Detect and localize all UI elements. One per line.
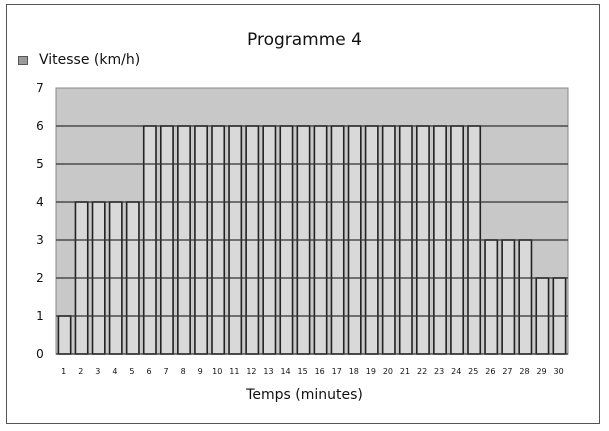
legend-label: Vitesse (km/h) (39, 52, 141, 68)
legend-swatch (18, 55, 28, 65)
x-tick-label-10: 10 (212, 367, 222, 376)
y-tick-label-1: 1 (36, 309, 44, 323)
bar-27 (501, 239, 516, 355)
x-tick-label-26: 26 (485, 367, 495, 376)
x-tick-label-2: 2 (78, 367, 83, 376)
y-tick-label-6: 6 (36, 119, 44, 133)
x-tick-label-8: 8 (181, 367, 186, 376)
y-tick-label-7: 7 (36, 81, 44, 95)
x-tick-label-11: 11 (229, 367, 239, 376)
x-tick-label-9: 9 (198, 367, 203, 376)
x-tick-label-25: 25 (468, 367, 478, 376)
x-tick-label-6: 6 (146, 367, 151, 376)
bar-28 (518, 239, 533, 355)
x-tick-label-16: 16 (315, 367, 325, 376)
x-tick-label-20: 20 (383, 367, 393, 376)
x-tick-label-29: 29 (536, 367, 546, 376)
x-tick-label-14: 14 (280, 367, 290, 376)
chart-legend: Vitesse (km/h) (18, 52, 140, 68)
x-tick-label-1: 1 (61, 367, 66, 376)
y-tick-label-3: 3 (36, 233, 44, 247)
x-tick-label-27: 27 (502, 367, 512, 376)
x-axis-label: Temps (minutes) (246, 387, 363, 403)
x-tick-label-3: 3 (95, 367, 100, 376)
y-tick-label-2: 2 (36, 271, 44, 285)
x-tick-label-12: 12 (246, 367, 256, 376)
x-tick-label-17: 17 (332, 367, 342, 376)
x-tick-label-4: 4 (112, 367, 117, 376)
x-tick-label-13: 13 (263, 367, 273, 376)
bar-1 (57, 315, 72, 355)
plot-area (55, 87, 569, 355)
bar-26 (484, 239, 499, 355)
x-tick-label-24: 24 (451, 367, 461, 376)
x-tick-label-28: 28 (519, 367, 529, 376)
y-tick-label-0: 0 (36, 347, 44, 361)
x-tick-label-23: 23 (434, 367, 444, 376)
y-tick-label-5: 5 (36, 157, 44, 171)
x-tick-label-15: 15 (298, 367, 308, 376)
y-tick-label-4: 4 (36, 195, 44, 209)
x-tick-label-21: 21 (400, 367, 410, 376)
x-tick-label-19: 19 (366, 367, 376, 376)
x-tick-label-18: 18 (349, 367, 359, 376)
x-tick-label-5: 5 (129, 367, 134, 376)
chart-title: Programme 4 (247, 30, 362, 50)
x-tick-label-7: 7 (164, 367, 169, 376)
x-tick-label-30: 30 (554, 367, 564, 376)
x-tick-label-22: 22 (417, 367, 427, 376)
